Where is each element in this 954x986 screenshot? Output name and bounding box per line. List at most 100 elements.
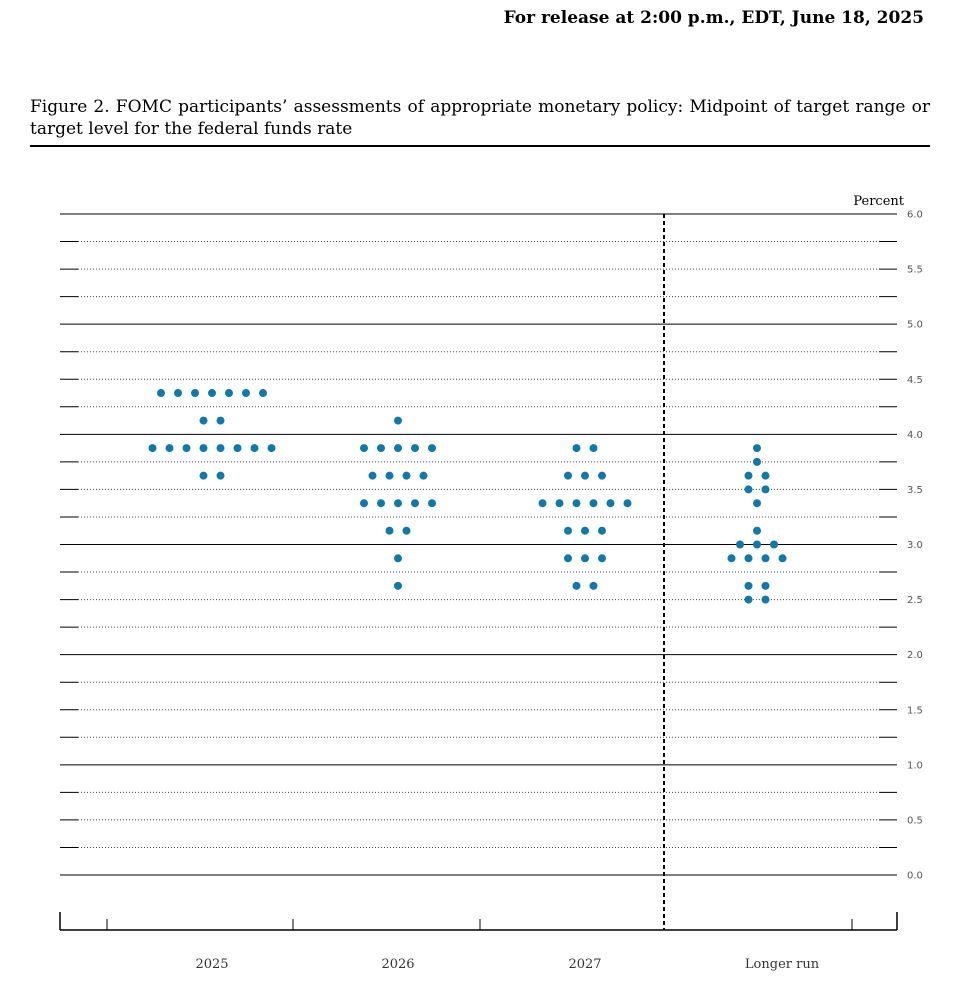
- participant-dot: [394, 444, 402, 453]
- participant-dot: [191, 389, 199, 398]
- participant-dot: [157, 389, 165, 398]
- release-notice: For release at 2:00 p.m., EDT, June 18, …: [503, 8, 924, 28]
- y-axis-unit: Percent: [853, 194, 904, 209]
- participant-dot: [564, 554, 572, 563]
- participant-dot: [377, 499, 385, 508]
- participant-dot: [394, 499, 402, 508]
- participant-dot: [753, 457, 761, 466]
- participant-dot: [761, 595, 770, 604]
- x-tick-label: 2026: [381, 957, 414, 972]
- y-tick-label: 1.0: [907, 760, 923, 771]
- participant-dot: [360, 444, 368, 453]
- y-tick-label: 3.5: [907, 485, 923, 496]
- participant-dot: [208, 389, 216, 398]
- participant-dot: [259, 389, 267, 398]
- participant-dot: [761, 581, 770, 590]
- participant-dot: [753, 526, 761, 535]
- participant-dot: [148, 444, 157, 453]
- participant-dot: [589, 581, 598, 590]
- participant-dot: [761, 554, 770, 563]
- participant-dot: [174, 389, 182, 398]
- participant-dot: [753, 444, 761, 453]
- y-tick-label: 6.0: [907, 210, 923, 221]
- participant-dot: [778, 554, 787, 563]
- y-tick-label: 1.5: [907, 705, 923, 716]
- participant-dot: [360, 499, 368, 508]
- y-tick-label: 0.5: [907, 815, 923, 826]
- participant-dot: [589, 499, 598, 508]
- x-tick-label: Longer run: [745, 957, 820, 972]
- participant-dot: [564, 471, 572, 480]
- participant-dot: [368, 471, 377, 480]
- participant-dot: [385, 471, 394, 480]
- y-tick-label: 2.5: [907, 595, 923, 606]
- figure-title: Figure 2. FOMC participants’ assessments…: [30, 97, 930, 139]
- participant-dot: [581, 554, 589, 563]
- participant-dot: [419, 471, 428, 480]
- participant-dot: [598, 526, 606, 535]
- participant-dot: [377, 444, 385, 453]
- y-tick-label: 2.0: [907, 650, 923, 661]
- participant-dot: [216, 416, 225, 425]
- dots-layer: [148, 389, 787, 604]
- x-tick-label: 2027: [568, 957, 601, 972]
- y-tick-label: 4.0: [907, 430, 923, 441]
- participant-dot: [744, 554, 753, 563]
- participant-dot: [564, 526, 572, 535]
- participant-dot: [572, 444, 581, 453]
- participant-dot: [165, 444, 174, 453]
- participant-dot: [199, 444, 208, 453]
- participant-dot: [411, 444, 419, 453]
- participant-dot: [242, 389, 250, 398]
- x-axis: 2025 2026 2027 Longer run: [59, 912, 898, 972]
- participant-dot: [555, 499, 564, 508]
- participant-dot: [394, 416, 402, 425]
- participant-dot: [402, 471, 411, 480]
- participant-dot: [744, 471, 753, 480]
- grid-lines: [60, 213, 897, 930]
- x-tick-label: 2025: [195, 957, 228, 972]
- participant-dot: [744, 581, 753, 590]
- y-tick-label: 3.0: [907, 540, 923, 551]
- participant-dot: [216, 444, 225, 453]
- participant-dot: [589, 444, 598, 453]
- participant-dot: [385, 526, 394, 535]
- participant-dot: [606, 499, 615, 508]
- participant-dot: [572, 581, 581, 590]
- participant-dot: [394, 554, 402, 563]
- participant-dot: [598, 471, 606, 480]
- participant-dot: [199, 416, 208, 425]
- participant-dot: [753, 540, 761, 549]
- participant-dot: [727, 554, 736, 563]
- participant-dot: [267, 444, 276, 453]
- participant-dot: [402, 526, 411, 535]
- participant-dot: [199, 471, 208, 480]
- participant-dot: [581, 471, 589, 480]
- participant-dot: [761, 485, 770, 494]
- participant-dot: [744, 485, 753, 494]
- y-tick-label: 4.5: [907, 375, 923, 386]
- participant-dot: [428, 444, 436, 453]
- participant-dot: [770, 540, 778, 549]
- participant-dot: [761, 471, 770, 480]
- participant-dot: [744, 595, 753, 604]
- participant-dot: [250, 444, 259, 453]
- participant-dot: [233, 444, 242, 453]
- y-tick-label: 5.5: [907, 265, 923, 276]
- participant-dot: [225, 389, 233, 398]
- participant-dot: [411, 499, 419, 508]
- participant-dot: [581, 526, 589, 535]
- y-tick-label: 5.0: [907, 320, 923, 331]
- participant-dot: [216, 471, 225, 480]
- participant-dot: [736, 540, 744, 549]
- participant-dot: [753, 499, 761, 508]
- y-axis: 0.0 0.5 1.0 1.5 2.0 2.5 3.0 3.5 4.0 4.5 5.0 5.5 6.0P…: [853, 194, 923, 882]
- participant-dot: [598, 554, 606, 563]
- participant-dot: [623, 499, 632, 508]
- participant-dot: [394, 581, 402, 590]
- participant-dot: [182, 444, 191, 453]
- participant-dot: [572, 499, 581, 508]
- y-tick-label: 0.0: [907, 871, 923, 882]
- participant-dot: [538, 499, 547, 508]
